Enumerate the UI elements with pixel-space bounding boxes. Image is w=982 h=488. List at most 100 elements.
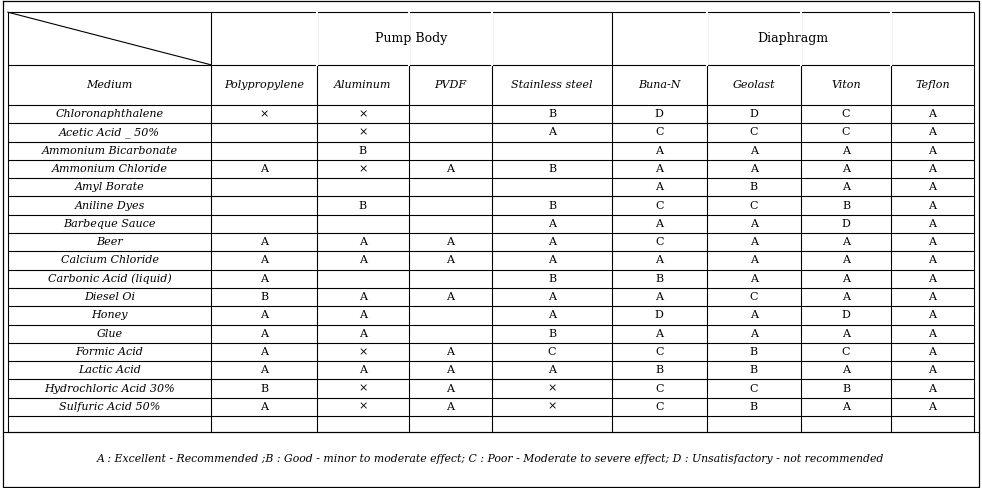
Text: A: A: [842, 164, 850, 174]
Text: B: B: [750, 183, 758, 192]
Text: Diesel Oi: Diesel Oi: [84, 292, 136, 302]
Text: Geolast: Geolast: [733, 80, 775, 90]
Text: Medium: Medium: [86, 80, 133, 90]
Text: B: B: [548, 109, 556, 119]
Text: A: A: [928, 384, 937, 393]
Text: A: A: [928, 274, 937, 284]
Text: A: A: [928, 109, 937, 119]
Text: C: C: [842, 109, 850, 119]
Text: A: A: [548, 256, 556, 265]
Text: A: A: [548, 219, 556, 229]
Text: C: C: [655, 384, 664, 393]
Text: A: A: [358, 237, 367, 247]
Text: A: A: [446, 292, 455, 302]
Text: A: A: [928, 402, 937, 412]
Text: B: B: [655, 274, 664, 284]
Text: A: A: [842, 329, 850, 339]
Text: A: A: [928, 310, 937, 320]
Text: A: A: [548, 366, 556, 375]
Text: A: A: [928, 256, 937, 265]
Text: Hydrochloric Acid 30%: Hydrochloric Acid 30%: [44, 384, 175, 393]
Text: Carbonic Acid (liquid): Carbonic Acid (liquid): [48, 273, 172, 284]
Text: B: B: [750, 347, 758, 357]
Text: Teflon: Teflon: [915, 80, 950, 90]
Text: A: A: [548, 237, 556, 247]
Text: Honey: Honey: [91, 310, 128, 320]
Text: C: C: [749, 127, 758, 137]
Text: A: A: [842, 256, 850, 265]
Text: A: A: [446, 366, 455, 375]
Text: A: A: [548, 292, 556, 302]
Text: D: D: [655, 310, 664, 320]
Text: A: A: [842, 366, 850, 375]
Text: C: C: [842, 127, 850, 137]
Text: A: A: [358, 292, 367, 302]
Text: ×: ×: [358, 384, 367, 393]
Text: A: A: [928, 329, 937, 339]
Text: C: C: [749, 384, 758, 393]
Text: B: B: [548, 201, 556, 210]
Text: A: A: [842, 183, 850, 192]
Text: C: C: [548, 347, 556, 357]
Text: Calcium Chloride: Calcium Chloride: [61, 256, 158, 265]
Text: A: A: [928, 292, 937, 302]
Text: A: A: [446, 347, 455, 357]
Text: A: A: [260, 274, 268, 284]
Text: A: A: [928, 219, 937, 229]
Text: A: A: [928, 366, 937, 375]
Text: Ammonium Chloride: Ammonium Chloride: [52, 164, 168, 174]
Text: Polypropylene: Polypropylene: [224, 80, 304, 90]
Text: B: B: [750, 402, 758, 412]
Text: D: D: [842, 310, 850, 320]
Text: A: A: [655, 183, 663, 192]
Text: Chloronaphthalene: Chloronaphthalene: [56, 109, 164, 119]
Text: Barbeque Sauce: Barbeque Sauce: [63, 219, 156, 229]
Text: B: B: [260, 292, 268, 302]
Text: A: A: [655, 292, 663, 302]
Text: A: A: [358, 310, 367, 320]
Text: A: A: [548, 127, 556, 137]
Text: A: A: [655, 164, 663, 174]
Text: A: A: [928, 347, 937, 357]
Text: A: A: [928, 183, 937, 192]
Text: Aluminum: Aluminum: [334, 80, 392, 90]
Text: C: C: [655, 347, 664, 357]
Text: ×: ×: [547, 384, 557, 393]
Text: A: A: [655, 256, 663, 265]
Text: B: B: [260, 384, 268, 393]
Text: A: A: [446, 237, 455, 247]
Text: ×: ×: [358, 109, 367, 119]
Text: A: A: [928, 237, 937, 247]
Text: ×: ×: [358, 347, 367, 357]
Text: A: A: [750, 219, 758, 229]
Text: D: D: [655, 109, 664, 119]
Text: B: B: [358, 146, 367, 156]
Text: ×: ×: [547, 402, 557, 412]
Text: A: A: [928, 127, 937, 137]
Text: Buna-N: Buna-N: [638, 80, 681, 90]
Text: A: A: [446, 402, 455, 412]
Text: Pump Body: Pump Body: [375, 32, 448, 45]
Text: A: A: [260, 366, 268, 375]
Text: A : Excellent - Recommended ;B : Good - minor to moderate effect; C : Poor - Mod: A : Excellent - Recommended ;B : Good - …: [97, 454, 885, 464]
Text: A: A: [655, 146, 663, 156]
Text: B: B: [548, 274, 556, 284]
Text: B: B: [548, 164, 556, 174]
Text: A: A: [750, 329, 758, 339]
Text: A: A: [750, 164, 758, 174]
Text: A: A: [260, 237, 268, 247]
Text: A: A: [655, 219, 663, 229]
Text: A: A: [842, 292, 850, 302]
Text: Ammonium Bicarbonate: Ammonium Bicarbonate: [41, 146, 178, 156]
Text: Diaphragm: Diaphragm: [757, 32, 829, 45]
Text: B: B: [358, 201, 367, 210]
Text: A: A: [842, 274, 850, 284]
Text: A: A: [928, 146, 937, 156]
Text: A: A: [842, 146, 850, 156]
Text: A: A: [446, 164, 455, 174]
Text: C: C: [655, 127, 664, 137]
Text: A: A: [750, 237, 758, 247]
Text: A: A: [750, 310, 758, 320]
Text: Glue: Glue: [96, 329, 123, 339]
Text: C: C: [842, 347, 850, 357]
